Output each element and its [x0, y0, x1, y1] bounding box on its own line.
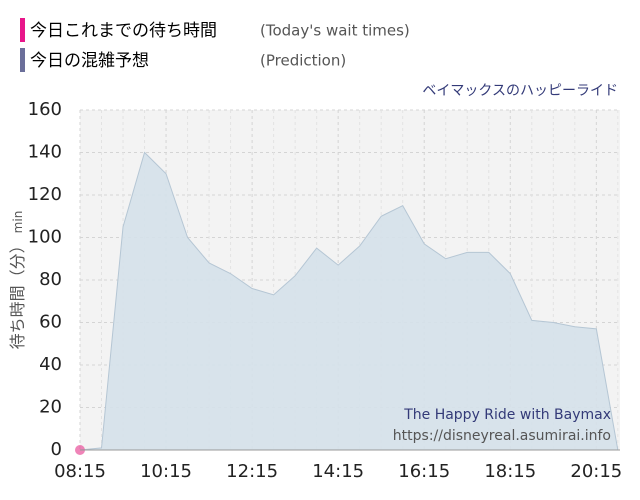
x-tick-label: 12:15	[226, 461, 278, 482]
y-tick-label: 120	[28, 184, 62, 205]
legend-label-en: (Prediction)	[260, 52, 346, 70]
legend-label-en: (Today's wait times)	[260, 22, 410, 40]
y-tick-label: 100	[28, 227, 62, 248]
area	[79, 151, 619, 451]
watermark: https://disneyreal.asumirai.info	[393, 428, 611, 444]
legend-swatch	[20, 18, 25, 42]
y-label: 待ち時間（分） min	[8, 211, 27, 350]
y-tick-label: 80	[39, 269, 62, 290]
legend-label: 今日の混雑予想	[30, 51, 149, 71]
y-unit: min	[11, 211, 25, 234]
y-tick-label: 160	[28, 99, 62, 120]
y-tick-label: 140	[28, 142, 62, 163]
x-tick-label: 14:15	[312, 461, 364, 482]
watermark: The Happy Ride with Baymax	[403, 407, 611, 423]
plot: 0 20 40 60 80 100 120 140 160 08:15 10:15 12:15 14:1…	[28, 99, 623, 482]
y-tick-label: 20	[39, 397, 62, 418]
y-tick-label: 0	[51, 439, 62, 460]
x-tick-label: 18:15	[484, 461, 536, 482]
y-tick-label: 60	[39, 312, 62, 333]
legend-swatch	[20, 48, 25, 72]
y-label-text: 待ち時間（分）	[8, 237, 27, 349]
legend-label: 今日これまでの待ち時間	[30, 21, 217, 41]
x-tick-label: 10:15	[140, 461, 192, 482]
subtitle: ベイマックスのハッピーライド	[422, 83, 618, 99]
x-tick-label: 20:15	[570, 461, 622, 482]
x-tick-label: 08:15	[54, 461, 106, 482]
y-tick-label: 40	[39, 354, 62, 375]
x-tick-label: 16:15	[398, 461, 450, 482]
